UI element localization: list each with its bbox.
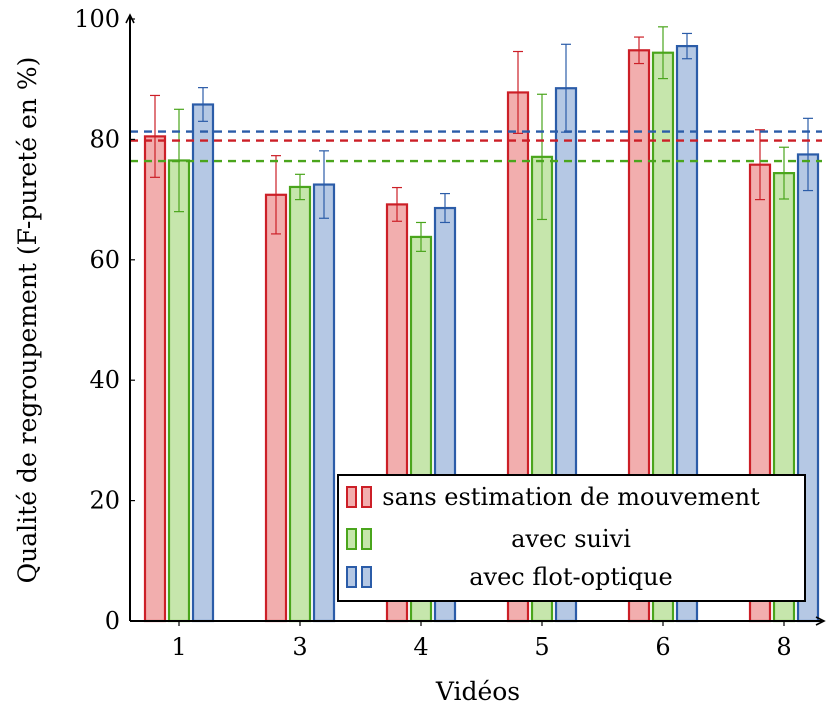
bar-3-1: [191, 103, 215, 623]
legend-swatch: [361, 566, 372, 588]
legend-entry-1: sans estimation de mouvement: [346, 483, 760, 511]
legend-box: [337, 474, 806, 602]
x-tick-label-1: 1: [171, 633, 186, 661]
error-bar-3-6: [682, 32, 692, 60]
x-tick-label-8: 8: [776, 633, 791, 661]
legend: sans estimation de mouvement avec suivi av…: [337, 474, 806, 602]
legend-entry-2: avec suivi: [346, 525, 631, 553]
error-bar-1-6: [634, 36, 644, 65]
error-bar-2-3: [295, 173, 305, 201]
y-axis-label: Qualité de regroupement (F-pureté en %): [13, 57, 42, 584]
error-bar-1-4: [392, 186, 402, 222]
error-bar-3-1: [198, 87, 208, 122]
legend-swatch: [346, 528, 357, 550]
bar-2-1: [167, 159, 191, 623]
legend-swatch: [346, 486, 357, 508]
error-bar-3-4: [440, 192, 450, 224]
error-bar-1-5: [513, 50, 523, 134]
x-tick-label-6: 6: [655, 633, 670, 661]
legend-label: avec suivi: [511, 525, 631, 553]
error-bar-2-6: [658, 26, 668, 80]
error-bar-3-3: [319, 150, 329, 219]
x-axis-arrow: [815, 616, 826, 626]
legend-entry-3: avec flot-optique: [346, 563, 673, 591]
error-bar-2-4: [416, 221, 426, 252]
x-tick-label-5: 5: [534, 633, 549, 661]
error-bar-2-5: [537, 93, 547, 221]
y-axis-arrow: [125, 13, 135, 24]
legend-swatch: [361, 528, 372, 550]
error-bar-1-3: [271, 155, 281, 235]
bar-2-3: [288, 185, 312, 623]
y-tick-label-20: 20: [89, 487, 120, 515]
error-bar-3-8: [803, 117, 813, 192]
legend-label: sans estimation de mouvement: [382, 483, 760, 511]
error-bar-2-8: [779, 146, 789, 200]
legend-label: avec flot-optique: [469, 563, 673, 591]
legend-swatch: [346, 566, 357, 588]
axes: 0 20 40 60 80 100 1 3 4 5 6 8: [74, 5, 826, 661]
x-tick-label-3: 3: [292, 633, 307, 661]
bar-1-3: [264, 193, 288, 623]
x-tick-label-4: 4: [413, 633, 428, 661]
y-tick-label-80: 80: [89, 125, 120, 153]
x-axis-label: Vidéos: [435, 677, 520, 706]
y-tick-label-100: 100: [74, 5, 120, 33]
y-tick-label-0: 0: [105, 607, 120, 635]
legend-swatch: [361, 486, 372, 508]
bar-3-3: [312, 183, 336, 623]
error-bar-1-1: [150, 94, 160, 178]
bar-1-1: [143, 135, 167, 623]
mean-lines: [130, 130, 822, 163]
y-tick-label-40: 40: [89, 366, 120, 394]
y-tick-label-60: 60: [89, 246, 120, 274]
